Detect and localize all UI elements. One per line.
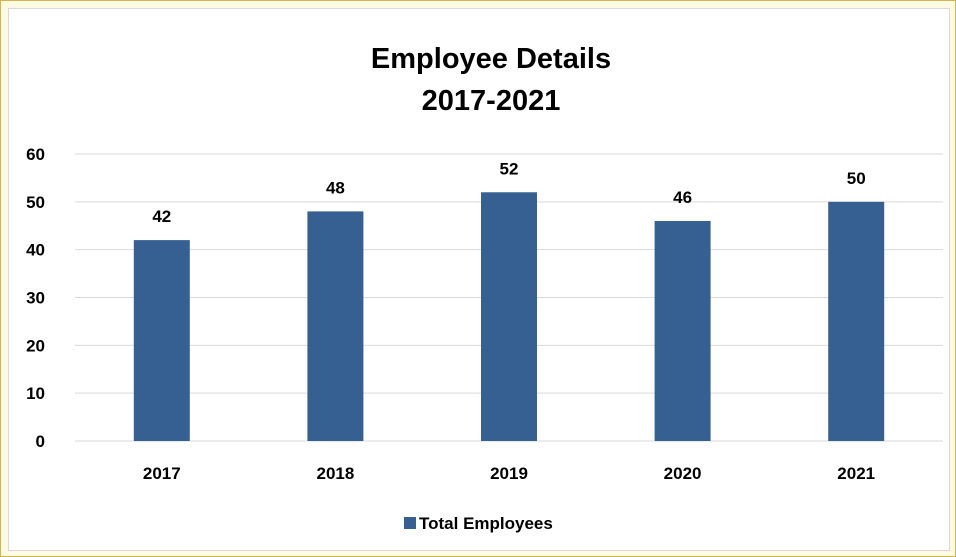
data-label-2018: 48	[326, 178, 345, 197]
data-label-2020: 46	[673, 188, 692, 207]
chart-subtitle: 2017-2021	[422, 85, 561, 117]
bar-2019	[481, 192, 537, 441]
data-label-2019: 52	[500, 159, 519, 178]
bar-2018	[307, 211, 364, 441]
y-tick-label: 10	[26, 384, 45, 403]
data-label-2017: 42	[152, 207, 171, 226]
bar-2020	[654, 220, 711, 441]
legend-label-total-employees: Total Employees	[419, 514, 553, 533]
y-tick-label: 0	[36, 432, 45, 451]
legend: Total Employees	[404, 514, 553, 533]
y-tick-label: 40	[26, 241, 45, 260]
data-label-2021: 50	[847, 169, 866, 188]
bar-chart: Employee Details 2017-2021 0 10 20 30 40 50 60…	[26, 43, 943, 533]
y-tick-label: 60	[26, 145, 45, 164]
x-tick-label-2018: 2018	[316, 464, 354, 483]
y-axis-ticks: 0 10 20 30 40 50 60	[26, 145, 45, 451]
x-tick-label-2019: 2019	[490, 464, 528, 483]
x-tick-label-2017: 2017	[143, 464, 181, 483]
x-tick-label-2020: 2020	[664, 464, 702, 483]
y-tick-label: 20	[26, 336, 45, 355]
chart-area: Employee Details 2017-2021 0 10 20 30 40 50 60…	[8, 8, 950, 551]
chart-title: Employee Details	[371, 43, 611, 75]
bar-2021	[828, 201, 885, 441]
x-axis-ticks: 2017 2018 2019 2020 2021	[143, 464, 875, 483]
x-tick-label-2021: 2021	[837, 464, 875, 483]
legend-swatch-total-employees	[404, 517, 416, 529]
y-tick-label: 50	[26, 193, 45, 212]
y-tick-label: 30	[26, 289, 45, 308]
bar-2017	[133, 240, 190, 441]
data-labels: 42 48 52 46 50	[152, 159, 865, 226]
bars	[133, 192, 885, 441]
